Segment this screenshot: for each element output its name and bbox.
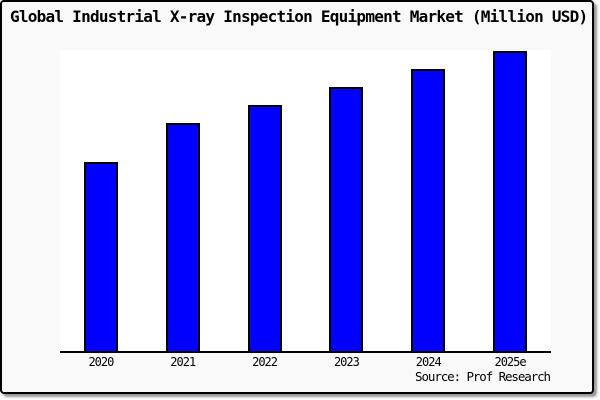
plot-area <box>60 50 551 353</box>
bar-slot-2022 <box>224 50 306 351</box>
x-tick-2025e: 2025e <box>494 355 526 369</box>
bar-slot-2021 <box>142 50 224 351</box>
x-tick-2021: 2021 <box>170 355 196 369</box>
bar-2020 <box>83 162 118 351</box>
bar-2023 <box>329 87 364 351</box>
bar-slot-2025e <box>469 50 551 351</box>
x-tick-2020: 2020 <box>88 355 114 369</box>
chart-title: Global Industrial X-ray Inspection Equip… <box>10 7 588 26</box>
bar-slot-2024 <box>387 50 469 351</box>
bar-2021 <box>165 123 200 351</box>
bar-2025e <box>493 51 528 351</box>
x-tick-2024: 2024 <box>415 355 442 369</box>
x-tick-2023: 2023 <box>333 355 360 369</box>
source-credit: Source: Prof Research <box>415 369 551 384</box>
chart-card: Global Industrial X-ray Inspection Equip… <box>0 0 594 394</box>
bars-container <box>60 50 551 351</box>
x-axis-labels: 2020 2021 2022 2023 2024 2025e <box>60 355 551 369</box>
bar-2024 <box>411 69 446 351</box>
x-tick-2022: 2022 <box>252 355 278 369</box>
bar-2022 <box>247 105 282 351</box>
bar-slot-2023 <box>305 50 387 351</box>
bar-slot-2020 <box>60 50 142 351</box>
